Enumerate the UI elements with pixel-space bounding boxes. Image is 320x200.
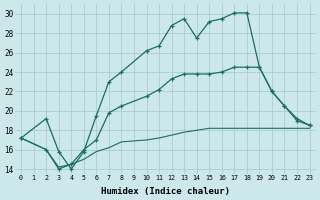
X-axis label: Humidex (Indice chaleur): Humidex (Indice chaleur) [101,187,230,196]
